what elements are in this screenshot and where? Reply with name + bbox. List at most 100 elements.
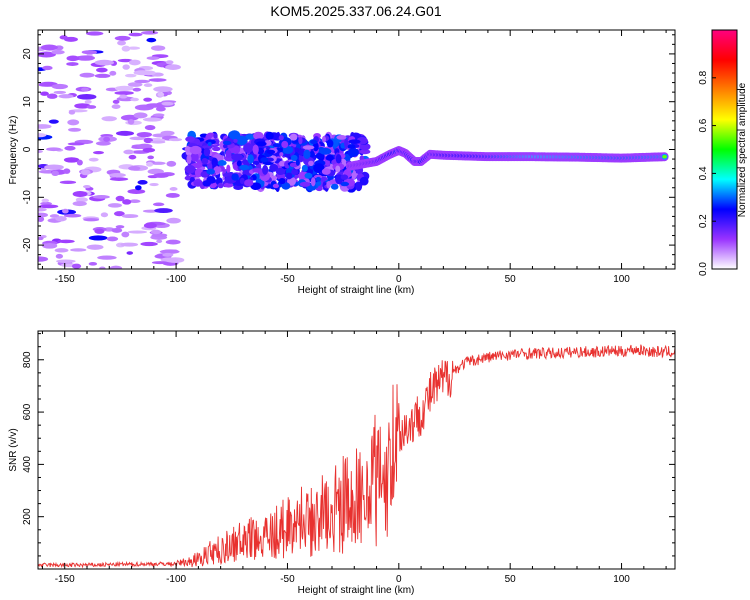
heatmap-cell	[38, 124, 52, 129]
heatmap-cell	[67, 142, 85, 146]
heatmap-cell	[285, 172, 293, 180]
heatmap-cell	[310, 177, 316, 187]
heatmap-cell	[308, 150, 315, 158]
heatmap-cell	[321, 168, 331, 175]
heatmap-cell	[143, 97, 153, 102]
heatmap-cell	[236, 135, 248, 146]
heatmap-cell	[155, 106, 166, 112]
snr-x-tick-label: -100	[166, 574, 186, 585]
heatmap-cell	[207, 141, 212, 147]
figure-title: KOM5.2025.337.06.24.G01	[270, 3, 441, 19]
heatmap-cell	[201, 158, 209, 165]
heatmap-cell	[233, 138, 238, 143]
heatmap-cell	[165, 239, 181, 245]
heatmap-cell	[247, 154, 254, 164]
heatmap-cell	[284, 153, 291, 158]
snr-y-tick-label: 200	[22, 508, 33, 525]
snr-x-axis-label: Height of straight line (km)	[298, 585, 415, 596]
heatmap-cell	[313, 163, 325, 174]
heatmap-cell	[57, 239, 75, 244]
heatmap-cell	[203, 147, 211, 157]
heatmap-cell	[115, 130, 135, 136]
heatmap-cell	[115, 195, 125, 202]
heatmap-cell	[103, 136, 111, 142]
heatmap-cell	[46, 147, 62, 152]
heatmap-cell	[142, 117, 163, 122]
heatmap-cell	[145, 103, 163, 108]
heatmap-cell	[189, 145, 202, 155]
spectrogram-y-axis-label: Frequency (Hz)	[8, 116, 19, 185]
heatmap-cell	[85, 31, 104, 36]
heatmap-cell	[95, 141, 111, 146]
heatmap-cell	[115, 225, 125, 229]
heatmap-cell	[290, 154, 298, 161]
heatmap-cell	[134, 79, 150, 84]
snr-marks	[38, 344, 675, 569]
heatmap-cell	[55, 253, 64, 259]
heatmap-cell	[225, 149, 232, 158]
heatmap-cell	[111, 227, 123, 233]
heatmap-cell	[94, 73, 111, 78]
heatmap-cell	[92, 195, 110, 199]
heatmap-cell	[94, 59, 115, 66]
heatmap-cell	[38, 133, 47, 138]
heatmap-cell	[231, 173, 239, 181]
heatmap-cell	[136, 143, 153, 150]
heatmap-cell	[136, 132, 153, 138]
heatmap-cell	[132, 87, 142, 92]
heatmap-cell	[66, 55, 80, 62]
heatmap-cell	[299, 181, 311, 187]
colorbar-gradient	[711, 29, 738, 270]
heatmap-cell	[206, 176, 216, 184]
heatmap-cell	[75, 197, 88, 203]
heatmap-cell	[160, 130, 175, 136]
heatmap-cell	[302, 145, 315, 150]
heatmap-cell	[68, 109, 76, 115]
heatmap-cell	[281, 140, 289, 149]
heatmap-cell	[128, 32, 143, 37]
heatmap-cell	[250, 182, 262, 191]
heatmap-cell	[335, 154, 342, 164]
heatmap-cell	[112, 99, 120, 104]
heatmap-cell	[165, 64, 181, 70]
heatmap-cell	[38, 51, 56, 58]
heatmap-cell	[86, 105, 97, 109]
heatmap-cell	[201, 145, 213, 150]
heatmap-cell	[130, 97, 139, 102]
heatmap-cell	[169, 187, 178, 191]
heatmap-cell	[38, 207, 47, 212]
heatmap-cell	[340, 174, 349, 180]
heatmap-cell	[44, 164, 64, 170]
heatmap-cell	[253, 131, 264, 140]
spectrogram-x-tick-label: 100	[613, 274, 630, 285]
heatmap-cell	[127, 188, 146, 194]
heatmap-cell	[190, 152, 199, 162]
heatmap-cell	[151, 233, 168, 238]
heatmap-cell	[154, 208, 173, 214]
heatmap-cell	[38, 204, 59, 209]
heatmap-cell	[315, 176, 322, 182]
heatmap-cell	[252, 144, 259, 155]
snr-x-tick-label: 50	[505, 574, 517, 585]
heatmap-cell	[51, 170, 59, 176]
heatmap-cell	[53, 90, 67, 94]
heatmap-cell	[308, 160, 314, 167]
heatmap-cell	[303, 149, 311, 159]
heatmap-cell	[140, 241, 158, 247]
heatmap-cell	[262, 164, 269, 175]
heatmap-cell	[113, 211, 125, 217]
heatmap-cell	[265, 131, 274, 140]
spectrogram-x-axis-label: Height of straight line (km)	[298, 285, 415, 296]
snr-frame	[37, 330, 676, 570]
colorbar-label: Normalized spectral amplitude	[737, 82, 748, 217]
heatmap-cell	[156, 239, 163, 243]
heatmap-cell	[260, 157, 269, 163]
heatmap-cell	[213, 166, 222, 174]
heatmap-cell	[304, 172, 313, 179]
heatmap-cell	[186, 154, 192, 165]
heatmap-cell	[321, 136, 326, 143]
heatmap-cell	[38, 216, 45, 222]
heatmap-cell	[137, 180, 148, 185]
heatmap-cell	[55, 215, 67, 222]
